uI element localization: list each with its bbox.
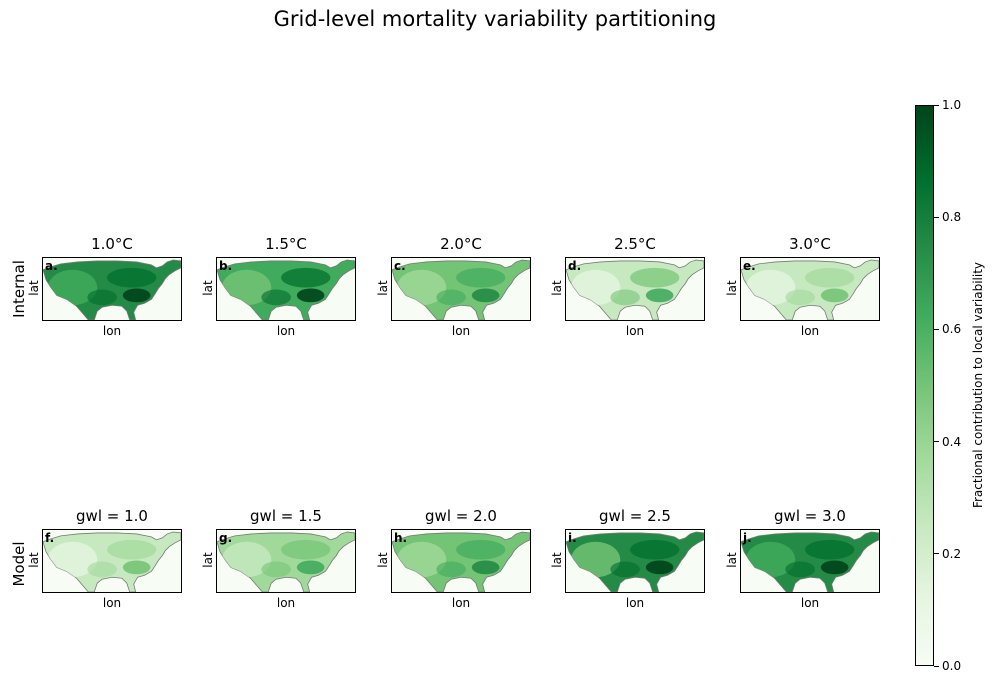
lat-axis-label: lat bbox=[27, 552, 41, 568]
lon-axis-label: lon bbox=[800, 596, 820, 610]
row-label-model: Model bbox=[10, 541, 28, 587]
panel-letter-d: d. bbox=[568, 259, 582, 273]
map-panel-b: b. bbox=[216, 257, 356, 321]
panel-title-j: gwl = 3.0 bbox=[774, 507, 846, 525]
map-panel-e: e. bbox=[740, 257, 880, 321]
panel-letter-f: f. bbox=[45, 531, 55, 545]
lat-axis-label: lat bbox=[27, 280, 41, 296]
colorbar-tick-label: 0.0 bbox=[942, 659, 962, 673]
colorbar-tick bbox=[934, 329, 939, 330]
lon-axis-label: lon bbox=[276, 324, 296, 338]
colorbar-tick bbox=[934, 217, 939, 218]
map-panel-c: c. bbox=[391, 257, 531, 321]
colorbar-tick-label: 0.4 bbox=[942, 435, 962, 449]
lat-axis-label: lat bbox=[550, 280, 564, 296]
colorbar-tick bbox=[934, 105, 939, 106]
colorbar-tick bbox=[934, 441, 939, 442]
map-panel-a: a. bbox=[42, 257, 182, 321]
panel-letter-i: i. bbox=[568, 531, 577, 545]
lon-axis-label: lon bbox=[102, 596, 122, 610]
colorbar bbox=[915, 105, 934, 666]
colorbar-tick-label: 0.6 bbox=[942, 322, 962, 336]
panel-title-h: gwl = 2.0 bbox=[425, 507, 497, 525]
map-panel-h: h. bbox=[391, 529, 531, 593]
lat-axis-label: lat bbox=[201, 552, 215, 568]
panel-letter-b: b. bbox=[219, 259, 233, 273]
panel-title-f: gwl = 1.0 bbox=[76, 507, 148, 525]
colorbar-tick-label: 1.0 bbox=[942, 98, 962, 112]
panel-title-d: 2.5°C bbox=[614, 235, 656, 253]
panel-letter-h: h. bbox=[394, 531, 408, 545]
map-panel-f: f. bbox=[42, 529, 182, 593]
lon-axis-label: lon bbox=[800, 324, 820, 338]
lat-axis-label: lat bbox=[376, 280, 390, 296]
panel-title-b: 1.5°C bbox=[265, 235, 307, 253]
lat-axis-label: lat bbox=[725, 280, 739, 296]
panel-title-i: gwl = 2.5 bbox=[599, 507, 671, 525]
panel-letter-g: g. bbox=[219, 531, 233, 545]
lon-axis-label: lon bbox=[102, 324, 122, 338]
lon-axis-label: lon bbox=[625, 596, 645, 610]
colorbar-tick bbox=[934, 666, 939, 667]
lat-axis-label: lat bbox=[376, 552, 390, 568]
lon-axis-label: lon bbox=[276, 596, 296, 610]
lon-axis-label: lon bbox=[451, 324, 471, 338]
figure-title: Grid-level mortality variability partiti… bbox=[273, 7, 717, 31]
panel-letter-j: j. bbox=[743, 531, 752, 545]
colorbar-label: Fractional contribution to local variabi… bbox=[971, 261, 985, 509]
panel-letter-a: a. bbox=[45, 259, 58, 273]
lat-axis-label: lat bbox=[550, 552, 564, 568]
colorbar-tick-label: 0.2 bbox=[942, 547, 962, 561]
map-panel-g: g. bbox=[216, 529, 356, 593]
lon-axis-label: lon bbox=[625, 324, 645, 338]
map-panel-j: j. bbox=[740, 529, 880, 593]
panel-letter-c: c. bbox=[394, 259, 406, 273]
lat-axis-label: lat bbox=[201, 280, 215, 296]
lon-axis-label: lon bbox=[451, 596, 471, 610]
panel-letter-e: e. bbox=[743, 259, 756, 273]
panel-title-g: gwl = 1.5 bbox=[250, 507, 322, 525]
colorbar-tick bbox=[934, 553, 939, 554]
panel-title-a: 1.0°C bbox=[91, 235, 133, 253]
panel-title-e: 3.0°C bbox=[789, 235, 831, 253]
lat-axis-label: lat bbox=[725, 552, 739, 568]
map-panel-d: d. bbox=[565, 257, 705, 321]
map-panel-i: i. bbox=[565, 529, 705, 593]
row-label-internal: Internal bbox=[10, 260, 28, 318]
panel-title-c: 2.0°C bbox=[440, 235, 482, 253]
colorbar-tick-label: 0.8 bbox=[942, 210, 962, 224]
